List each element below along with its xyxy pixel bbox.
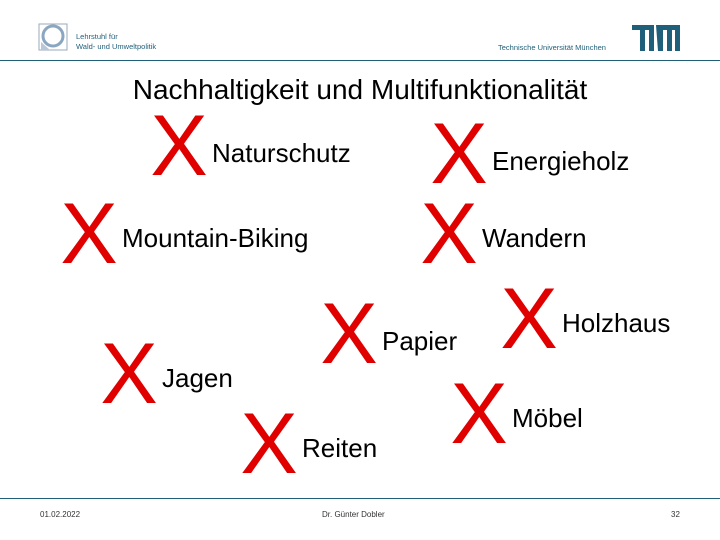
footer-divider [0, 498, 720, 499]
item-label: Papier [382, 326, 458, 356]
tum-logo [632, 25, 680, 51]
cross-mark: X [150, 98, 208, 194]
cross-mark: X [500, 271, 558, 367]
header-divider [0, 60, 720, 61]
cross-mark: X [450, 366, 508, 462]
cross-mark: X [60, 186, 118, 282]
slide-title: Nachhaltigkeit und Multifunktionalität [132, 74, 588, 105]
item-label: Möbel [512, 403, 583, 433]
item-label: Mountain-Biking [122, 223, 309, 253]
item-label: Reiten [302, 433, 378, 463]
cross-mark: X [320, 286, 378, 382]
cross-mark: X [100, 326, 158, 422]
chair-name-line2: Wald- und Umweltpolitik [76, 42, 157, 51]
page-number: 32 [671, 510, 680, 519]
cross-mark: X [420, 186, 478, 282]
university-name: Technische Universität München [498, 43, 606, 52]
chair-name-line1: Lehrstuhl für [76, 32, 118, 41]
item-label: Jagen [162, 363, 233, 393]
item-label: Wandern [482, 223, 587, 253]
item-label: Naturschutz [212, 138, 351, 168]
footer-date: 01.02.2022 [40, 510, 81, 519]
cross-mark: X [240, 396, 298, 492]
item-label: Holzhaus [562, 308, 671, 338]
footer-author: Dr. Günter Dobler [322, 510, 385, 519]
chair-logo-icon [38, 23, 68, 51]
cross-mark: X [430, 106, 488, 202]
item-label: Energieholz [492, 146, 630, 176]
